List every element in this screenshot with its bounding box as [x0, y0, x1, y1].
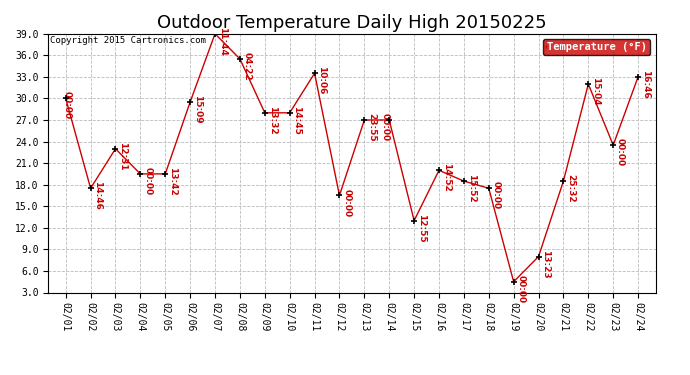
- Text: 00:00: 00:00: [381, 113, 390, 141]
- Legend: Temperature (°F): Temperature (°F): [543, 39, 650, 55]
- Text: 00:00: 00:00: [63, 92, 72, 120]
- Text: 13:42: 13:42: [168, 167, 177, 196]
- Text: 13:32: 13:32: [268, 106, 277, 135]
- Text: 25:32: 25:32: [566, 174, 575, 203]
- Text: 23:55: 23:55: [367, 113, 376, 142]
- Text: Copyright 2015 Cartronics.com: Copyright 2015 Cartronics.com: [50, 36, 206, 45]
- Title: Outdoor Temperature Daily High 20150225: Outdoor Temperature Daily High 20150225: [157, 14, 546, 32]
- Text: 12:55: 12:55: [417, 214, 426, 242]
- Text: 15:04: 15:04: [591, 77, 600, 106]
- Text: 16:46: 16:46: [641, 70, 650, 99]
- Text: 13:23: 13:23: [542, 250, 551, 278]
- Text: 00:00: 00:00: [491, 182, 500, 210]
- Text: 15:52: 15:52: [466, 174, 475, 203]
- Text: 00:00: 00:00: [616, 138, 625, 166]
- Text: 00:00: 00:00: [143, 167, 152, 195]
- Text: 10:06: 10:06: [317, 66, 326, 95]
- Text: 14:52: 14:52: [442, 164, 451, 192]
- Text: 14:46: 14:46: [93, 182, 102, 210]
- Text: 00:00: 00:00: [342, 189, 351, 217]
- Text: 14:45: 14:45: [293, 106, 302, 135]
- Text: 04:22: 04:22: [243, 52, 252, 81]
- Text: 12:31: 12:31: [118, 142, 127, 170]
- Text: 00:00: 00:00: [516, 275, 525, 303]
- Text: 11:44: 11:44: [218, 27, 227, 56]
- Text: 15:09: 15:09: [193, 95, 202, 124]
